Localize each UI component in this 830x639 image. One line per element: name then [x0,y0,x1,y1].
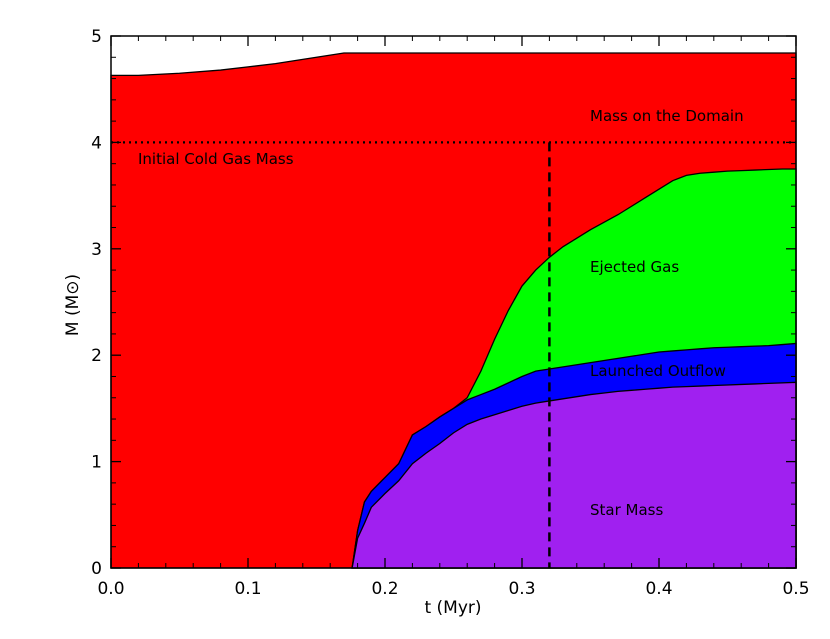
y-tick-label: 2 [91,346,102,366]
x-tick-label: 0.3 [508,579,535,599]
y-tick-label: 3 [91,240,102,260]
label-initial-cold-gas: Initial Cold Gas Mass [138,150,294,168]
y-tick-label: 0 [91,559,102,579]
chart-areas [110,52,797,569]
y-axis-label: M (M⊙) [63,274,83,336]
area-star-mass [351,381,797,569]
plot-frame [110,35,797,569]
x-tick-label: 0.5 [782,579,809,599]
x-tick-label: 0.2 [371,579,398,599]
tick-labels: 0.0 0.1 0.2 0.3 0.4 0.5 0 1 2 3 4 5 [91,27,809,599]
label-mass-on-domain: Mass on the Domain [590,107,744,125]
x-tick-label: 0.4 [645,579,672,599]
y-tick-label: 4 [91,133,102,153]
y-tick-label: 5 [91,27,102,47]
label-launched-outflow: Launched Outflow [590,362,726,380]
x-tick-label: 0.1 [234,579,261,599]
label-ejected-gas: Ejected Gas [590,258,679,276]
reference-lines [111,141,796,568]
x-tick-label: 0.0 [97,579,124,599]
x-axis-label: t (Myr) [424,598,481,618]
y-tick-label: 1 [91,453,102,473]
label-star-mass: Star Mass [590,501,663,519]
